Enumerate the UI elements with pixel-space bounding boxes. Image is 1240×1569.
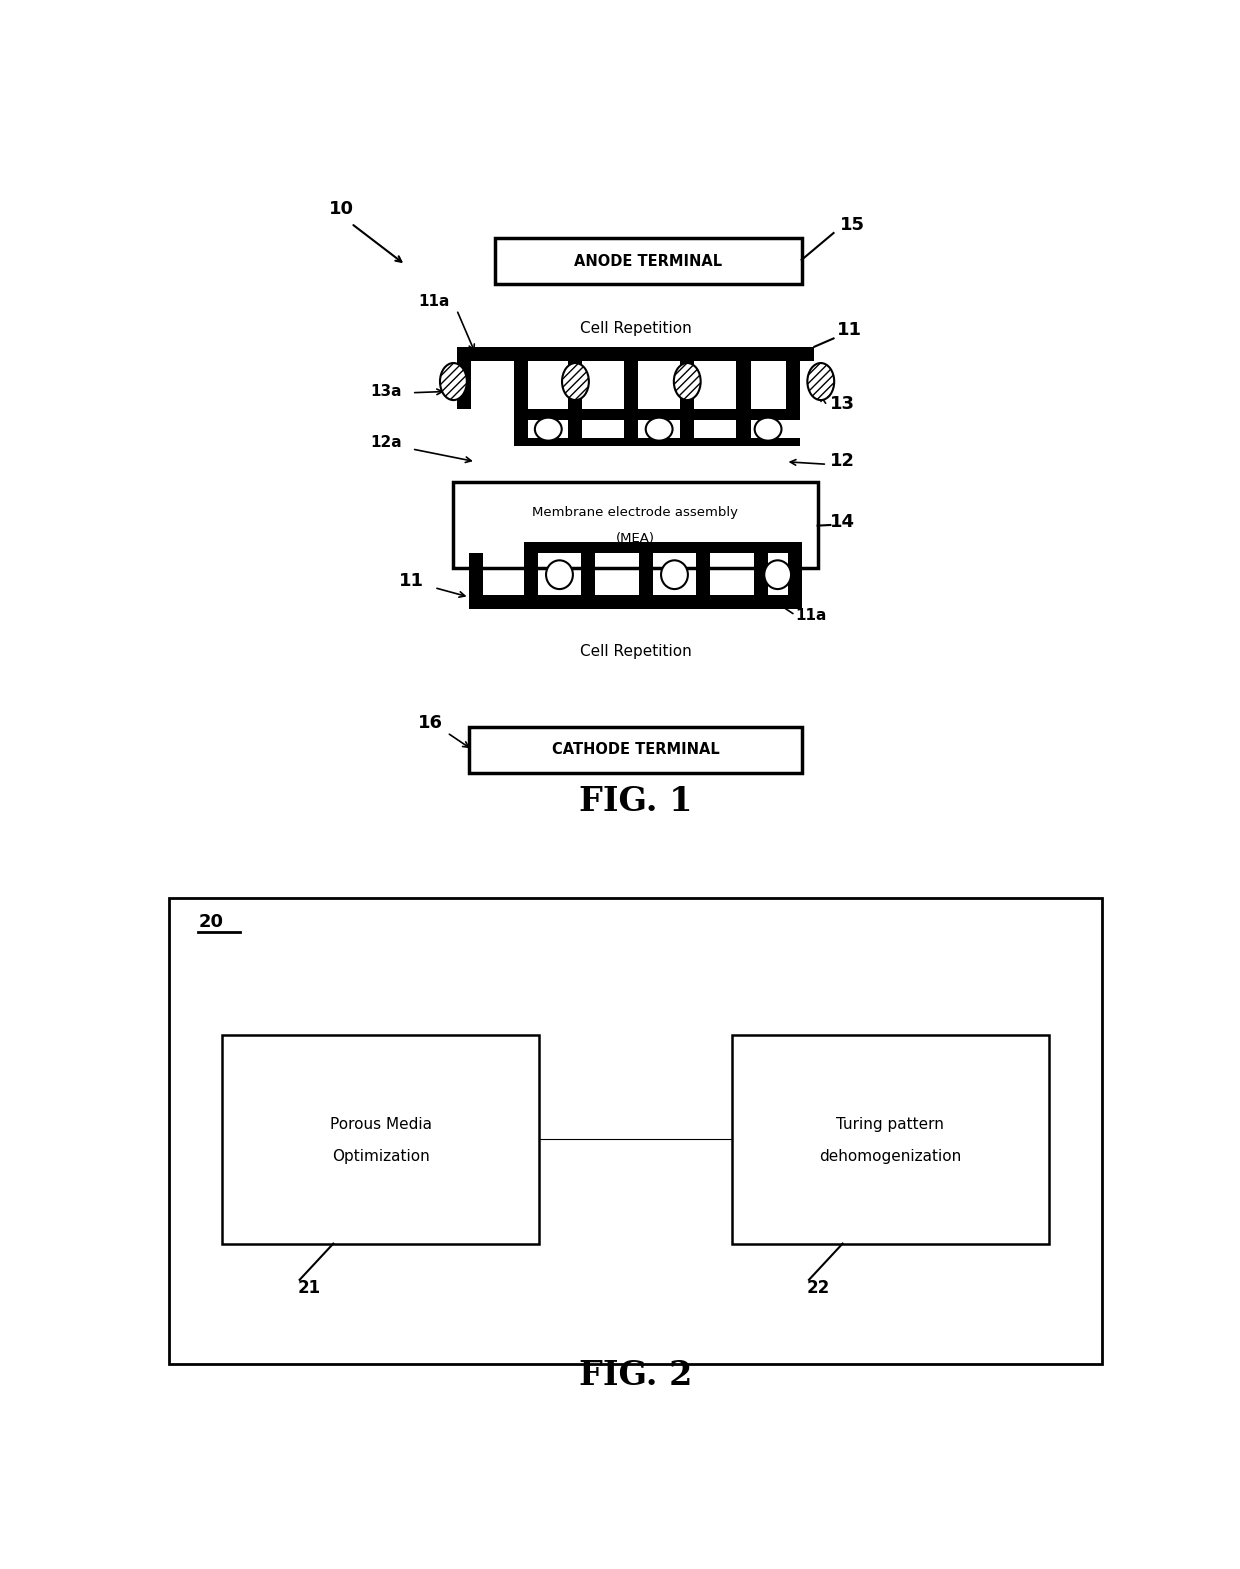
- Bar: [515, 420, 528, 438]
- Bar: [696, 554, 711, 595]
- Bar: [170, 897, 1101, 1363]
- Text: 13: 13: [831, 395, 856, 413]
- Text: Turing pattern: Turing pattern: [836, 1117, 944, 1133]
- Bar: [582, 554, 595, 595]
- Bar: [568, 361, 583, 408]
- Ellipse shape: [661, 560, 688, 588]
- Text: 11: 11: [837, 322, 862, 339]
- Text: dehomogenization: dehomogenization: [820, 1149, 961, 1164]
- Text: Optimization: Optimization: [332, 1149, 430, 1164]
- Bar: [470, 554, 484, 595]
- Ellipse shape: [673, 362, 701, 400]
- Text: Porous Media: Porous Media: [330, 1117, 432, 1133]
- Ellipse shape: [646, 417, 672, 441]
- Ellipse shape: [534, 417, 562, 441]
- Ellipse shape: [546, 560, 573, 588]
- Ellipse shape: [764, 560, 791, 588]
- Bar: [456, 361, 471, 408]
- Bar: [639, 554, 652, 595]
- Text: 11: 11: [399, 571, 424, 590]
- Text: 12a: 12a: [371, 435, 402, 450]
- Text: 21: 21: [298, 1279, 321, 1298]
- Bar: [515, 361, 528, 408]
- Bar: [681, 420, 694, 438]
- Text: ANODE TERMINAL: ANODE TERMINAL: [574, 254, 723, 268]
- Bar: [681, 361, 694, 408]
- Text: 22: 22: [807, 1279, 831, 1298]
- Ellipse shape: [562, 362, 589, 400]
- Bar: [732, 1034, 1049, 1244]
- Bar: [568, 420, 583, 438]
- Text: FIG. 1: FIG. 1: [579, 784, 692, 817]
- Bar: [786, 361, 800, 408]
- Text: Cell Repetition: Cell Repetition: [579, 643, 692, 659]
- Bar: [454, 482, 817, 568]
- Text: 20: 20: [198, 913, 223, 930]
- Bar: [624, 420, 639, 438]
- Bar: [470, 595, 801, 609]
- Text: 13a: 13a: [371, 384, 402, 399]
- Text: 14: 14: [831, 513, 856, 530]
- Text: Membrane electrode assembly: Membrane electrode assembly: [532, 507, 739, 519]
- Bar: [737, 361, 750, 408]
- Bar: [515, 438, 800, 446]
- Bar: [456, 347, 815, 361]
- Ellipse shape: [755, 417, 781, 441]
- Text: Cell Repetition: Cell Repetition: [579, 322, 692, 336]
- Text: 10: 10: [329, 199, 353, 218]
- Text: 11a: 11a: [795, 607, 827, 623]
- Text: CATHODE TERMINAL: CATHODE TERMINAL: [552, 742, 719, 758]
- Text: 15: 15: [839, 217, 866, 234]
- Bar: [523, 554, 538, 595]
- Bar: [754, 554, 768, 595]
- Text: FIG. 2: FIG. 2: [579, 1359, 692, 1392]
- Text: 12: 12: [831, 452, 856, 471]
- Bar: [470, 726, 801, 774]
- Bar: [495, 238, 801, 284]
- Ellipse shape: [440, 362, 466, 400]
- Bar: [523, 541, 801, 554]
- Bar: [737, 420, 750, 438]
- Text: 11a: 11a: [418, 295, 450, 309]
- Bar: [222, 1034, 539, 1244]
- Text: 16: 16: [418, 714, 443, 733]
- Bar: [515, 408, 800, 420]
- Text: (MEA): (MEA): [616, 532, 655, 544]
- Bar: [624, 361, 639, 408]
- Bar: [787, 554, 801, 595]
- Ellipse shape: [807, 362, 835, 400]
